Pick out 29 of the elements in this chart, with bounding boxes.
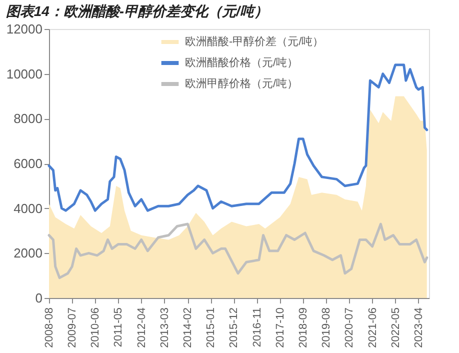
- y-tick-label: 10000: [6, 66, 42, 82]
- x-tick-label: 2015-12: [228, 308, 240, 348]
- y-tick-label: 2000: [14, 246, 42, 261]
- x-tick-label: 2019-08: [320, 308, 333, 348]
- x-tick-label: 2015-01: [205, 308, 218, 348]
- x-tick-label: 2008-08: [44, 308, 56, 348]
- y-tick-label: 4000: [14, 200, 42, 216]
- y-tick-label: 0: [35, 290, 42, 306]
- y-tick-label: 6000: [14, 156, 42, 171]
- line-series: [48, 222, 428, 280]
- x-tick-label: 2012-04: [136, 308, 148, 348]
- x-tick-label: 2016-11: [251, 308, 264, 348]
- x-tick-label: 2013-03: [158, 308, 171, 348]
- legend-label: 欧洲甲醇价格（元/吨）: [185, 77, 298, 90]
- x-tick-label: 2017-10: [274, 308, 286, 348]
- x-tick-label: 2009-07: [66, 308, 79, 348]
- legend-label: 欧洲醋酸-甲醇价差（元/吨）: [185, 35, 324, 48]
- x-tick-label: 2018-09: [298, 308, 310, 348]
- x-tick-label: 2011-05: [112, 308, 125, 348]
- x-tick-label: 2020-07: [344, 308, 356, 348]
- y-tick-label: 8000: [14, 111, 42, 126]
- x-tick-label: 2022-05: [390, 308, 402, 348]
- x-tick-label: 2014-02: [182, 308, 194, 348]
- legend-label: 欧洲醋酸价格（元/吨）: [185, 56, 298, 69]
- y-tick-label: 12000: [6, 22, 42, 36]
- x-tick-label: 2010-06: [90, 308, 102, 348]
- x-tick-label: 2023-04: [412, 308, 425, 348]
- x-tick-label: 2021-06: [366, 308, 379, 348]
- chart-title: 图表14：欧洲醋酸-甲醇价差变化（元/吨）: [6, 3, 268, 19]
